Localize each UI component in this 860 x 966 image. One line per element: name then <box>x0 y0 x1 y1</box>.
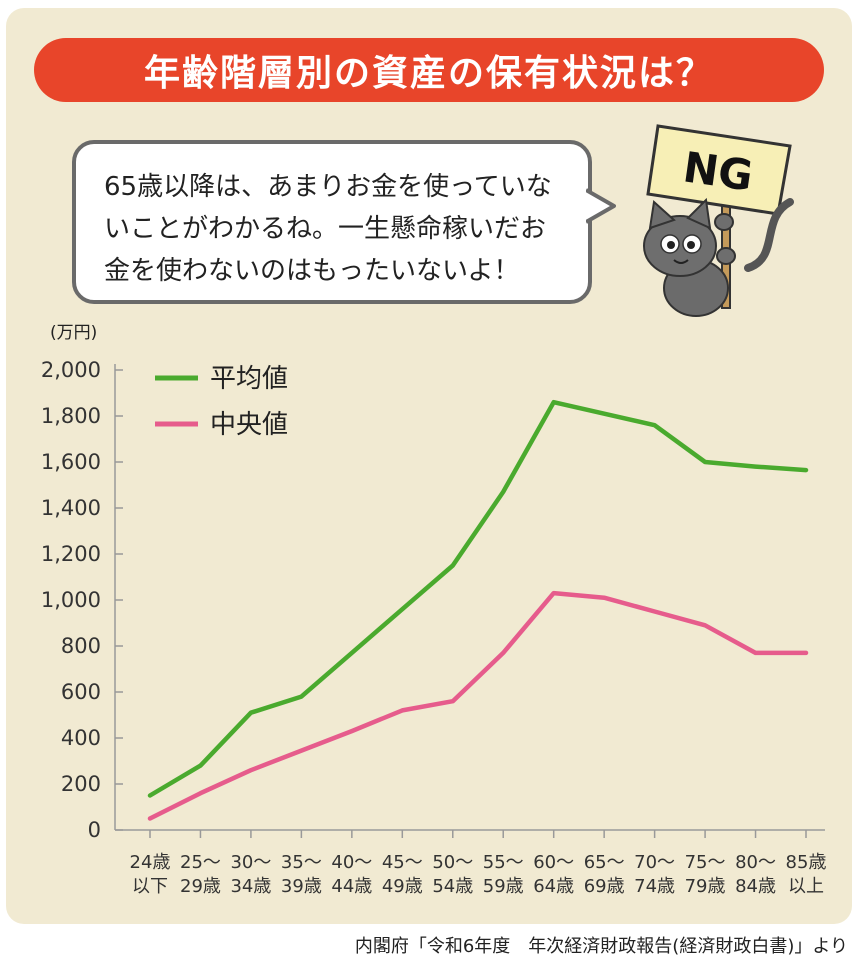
x-tick-label: 55～ 59歳 <box>483 852 524 897</box>
chart-series <box>147 399 809 821</box>
x-tick-label: 85歳以上 <box>786 852 827 897</box>
y-tick-label: 800 <box>61 634 101 658</box>
y-tick-label: 1,600 <box>41 450 101 474</box>
x-tick-label: 45～ 49歳 <box>382 852 423 897</box>
y-tick-label: 400 <box>61 726 101 750</box>
y-axis-unit-label: (万円) <box>50 323 98 343</box>
y-tick-label: 1,200 <box>41 542 101 566</box>
legend-label: 中央値 <box>210 410 288 440</box>
ng-sign-text: NG <box>680 142 756 200</box>
y-tick-label: 2,000 <box>41 358 101 382</box>
x-tick-label: 60～ 64歳 <box>533 852 574 897</box>
page-title: 年齢階層別の資産の保有状況は？ <box>143 53 714 94</box>
y-tick-label: 600 <box>61 680 101 704</box>
speech-line-1: 65歳以降は、あまりお金を使っていな <box>104 172 552 202</box>
x-tick-label: 70～ 74歳 <box>634 852 675 897</box>
source-note: 内閣府「令和6年度 年次経済財政報告(経済財政白書)」より <box>354 936 848 957</box>
speech-line-3: 金を使わないのはもったいないよ！ <box>104 256 520 286</box>
line-chart: 0 200 400 600 800 1,000 1,200 1,400 1,600 1,800 2,… <box>41 358 827 897</box>
x-tick-label: 35～ 39歳 <box>281 852 322 897</box>
series-line-median <box>147 590 809 821</box>
x-tick-label: 24歳以下 <box>130 852 171 897</box>
chart-axes: 0 200 400 600 800 1,000 1,200 1,400 1,600 1,800 2,… <box>41 358 827 897</box>
y-tick-label: 1,800 <box>41 404 101 428</box>
x-tick-label: 65～ 69歳 <box>584 852 625 897</box>
legend-label: 平均値 <box>210 364 288 394</box>
speech-text: 65歳以降は、あまりお金を使っていな いことがわかるね。一生懸命稼いだお 金を使… <box>104 166 574 292</box>
x-tick-label: 25～ 29歳 <box>180 852 221 897</box>
y-tick-label: 1,400 <box>41 496 101 520</box>
speech-line-2: いことがわかるね。一生懸命稼いだお <box>104 214 547 244</box>
y-tick-label: 200 <box>61 772 101 796</box>
y-tick-label: 0 <box>88 818 101 842</box>
x-tick-label: 30～ 34歳 <box>230 852 271 897</box>
x-tick-label: 75～ 79歳 <box>685 852 726 897</box>
y-tick-label: 1,000 <box>41 588 101 612</box>
x-tick-label: 40～ 44歳 <box>331 852 372 897</box>
x-tick-label: 80～ 84歳 <box>735 852 776 897</box>
cat-mascot-icon: NG <box>643 124 794 317</box>
series-line-average <box>147 399 809 798</box>
x-tick-label: 50～ 54歳 <box>432 852 473 897</box>
speech-bubble-tail <box>586 188 616 224</box>
title-banner: 年齢階層別の資産の保有状況は？ <box>34 38 824 102</box>
